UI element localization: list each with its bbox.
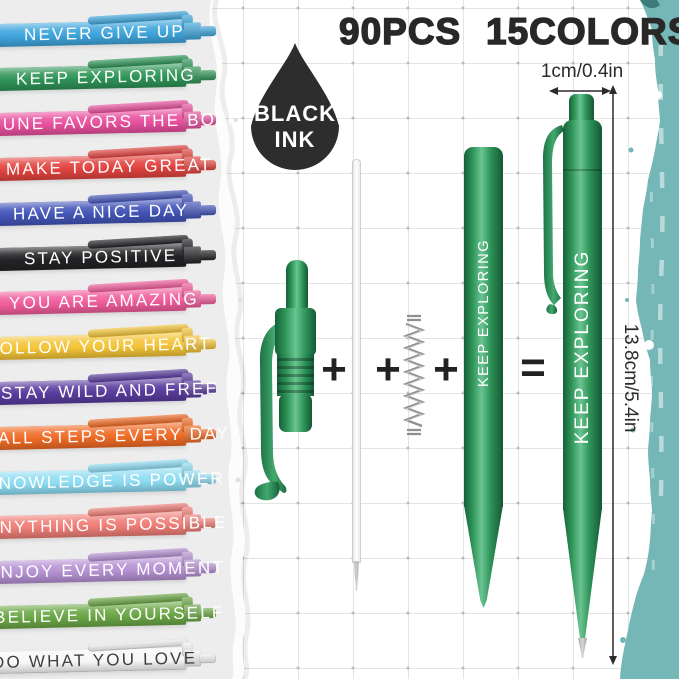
pen-row-15: DO WHAT YOU LOVE bbox=[0, 637, 218, 675]
pen-row-13: ENJOY EVERY MOMENT bbox=[0, 547, 225, 585]
pen-plunger-button bbox=[198, 249, 217, 260]
ink-drop-icon bbox=[251, 43, 339, 170]
pen-plunger-shade bbox=[198, 69, 217, 81]
length-dimension-label: 13.8cm/5.4in bbox=[620, 323, 641, 433]
pen-row-1: NEVER GIVE UP bbox=[0, 10, 218, 48]
assembled-pen-body bbox=[563, 120, 602, 510]
pen-motivational-label: HAVE A NICE DAY bbox=[12, 200, 190, 224]
plus-sign-3: + bbox=[433, 345, 459, 394]
pen-motivational-label: DO WHAT YOU LOVE bbox=[0, 648, 198, 672]
ink-badge-line2: INK bbox=[274, 127, 316, 152]
pen-motivational-label: KEEP EXPLORING bbox=[15, 65, 197, 89]
pen-motivational-label: FOLLOW YOUR HEART bbox=[0, 334, 212, 359]
pen-plunger-button bbox=[198, 69, 217, 81]
pen-row-2: KEEP EXPLORING bbox=[0, 55, 218, 92]
headline-colors-count: 15COLORS bbox=[485, 11, 679, 52]
pen-motivational-label: BELIEVE IN YOURSELF bbox=[0, 602, 225, 627]
pen-motivational-label: ANYTHING IS POSSIBLE bbox=[0, 513, 228, 538]
pen-motivational-label: FORTUNE FAVORS THE BOLD bbox=[0, 109, 243, 136]
assembled-pen-clip bbox=[543, 125, 564, 315]
length-dimension-line bbox=[609, 85, 617, 665]
pen-motivational-label: SMALL STEPS EVERY DAY bbox=[0, 423, 231, 449]
pen-plunger-button bbox=[198, 204, 217, 215]
refill-metal-tip bbox=[354, 561, 359, 591]
ink-badge-line1: BLACK bbox=[254, 101, 336, 126]
pen-row-14: BELIEVE IN YOURSELF bbox=[0, 592, 225, 630]
pen-plunger-shade bbox=[198, 25, 217, 36]
pen-row-10: SMALL STEPS EVERY DAY bbox=[0, 413, 230, 451]
clip-part-illustration bbox=[254, 260, 316, 501]
teal-brush-decoration bbox=[620, 0, 679, 679]
assembled-pen-seam bbox=[563, 169, 602, 171]
width-dimension-label: 1cm/0.4in bbox=[540, 61, 624, 82]
pen-row-6: STAY POSITIVE bbox=[0, 234, 218, 272]
pen-row-3: FORTUNE FAVORS THE BOLD bbox=[0, 99, 243, 137]
pen-plunger-shade bbox=[198, 293, 217, 305]
pen-plunger-shade bbox=[198, 249, 217, 260]
pen-plunger-button bbox=[198, 652, 217, 663]
assembled-pen-plunger bbox=[569, 94, 594, 124]
pen-row-12: ANYTHING IS POSSIBLE bbox=[0, 503, 228, 540]
pen-row-7: YOU ARE AMAZING bbox=[0, 279, 218, 316]
refill-illustration bbox=[352, 159, 361, 563]
headline-pcs-count: 90PCS bbox=[338, 11, 462, 52]
ink-badge-text: BLACK INK bbox=[243, 101, 347, 153]
pen-motivational-label: YOU ARE AMAZING bbox=[8, 289, 200, 314]
assembled-pen-metal-tip bbox=[578, 638, 587, 658]
pen-motivational-label: NEVER GIVE UP bbox=[23, 21, 186, 44]
pen-row-8: FOLLOW YOUR HEART bbox=[0, 323, 218, 361]
pen-row-11: KNOWLEDGE IS POWER bbox=[0, 458, 225, 496]
pen-barrel-illustration bbox=[464, 147, 503, 507]
spring-illustration bbox=[402, 314, 426, 436]
pen-row-9: STAY WILD AND FREE bbox=[0, 368, 220, 406]
pen-motivational-label: KNOWLEDGE IS POWER bbox=[0, 468, 226, 493]
width-dimension-arrow bbox=[549, 87, 611, 95]
plus-sign-1: + bbox=[321, 345, 347, 394]
pen-row-4: MAKE TODAY GREAT bbox=[0, 144, 218, 182]
pen-plunger-shade bbox=[198, 204, 217, 215]
barrel-printed-text: KEEP EXPLORING bbox=[476, 238, 492, 388]
pen-plunger-button bbox=[198, 293, 217, 305]
pen-motivational-label: ENJOY EVERY MOMENT bbox=[0, 557, 226, 583]
equals-sign: = bbox=[520, 343, 546, 392]
pen-motivational-label: MAKE TODAY GREAT bbox=[5, 155, 213, 179]
plus-sign-2: + bbox=[375, 345, 401, 394]
pen-motivational-label: STAY WILD AND FREE bbox=[0, 378, 220, 403]
pen-row-5: HAVE A NICE DAY bbox=[0, 189, 218, 227]
pen-plunger-shade bbox=[198, 652, 217, 663]
pen-motivational-label: STAY POSITIVE bbox=[23, 245, 178, 268]
pen-plunger-button bbox=[198, 25, 217, 36]
assembled-pen-printed-text: KEEP EXPLORING bbox=[572, 249, 593, 445]
